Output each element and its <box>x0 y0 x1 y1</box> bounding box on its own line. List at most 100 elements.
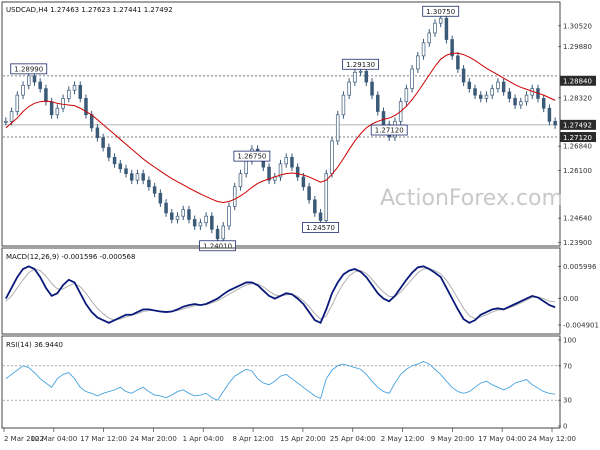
rsi-pane: RSI(14) 36.9440 100 70 30 0 <box>1 335 576 431</box>
candle-body <box>204 215 208 224</box>
candle-body <box>295 166 300 178</box>
y-tick-label: 70 <box>563 362 572 370</box>
annotation-box <box>10 63 48 75</box>
price-tag-box <box>560 119 596 130</box>
annotation-label: 1.28990 <box>14 65 43 73</box>
macd-main-line <box>5 265 556 325</box>
price-tags: 1.28840 1.27492 1.27120 <box>560 75 596 143</box>
candle-body <box>187 209 191 220</box>
candle-body <box>118 163 123 170</box>
price-moving-average <box>5 52 556 203</box>
x-tick-label: 9 May 20:00 <box>431 435 475 443</box>
candle-body <box>370 81 374 96</box>
y-tick-label: 1.23900 <box>563 239 592 247</box>
moving-average-line <box>5 52 556 203</box>
x-tick-label: 2 May 12:00 <box>381 435 425 443</box>
y-tick-label: 0.005996 <box>563 263 597 271</box>
candle-body <box>78 84 82 99</box>
candle-body <box>330 140 334 175</box>
candle-body <box>284 156 288 165</box>
candle-body <box>135 173 140 181</box>
candle-body <box>164 202 168 214</box>
candle-body <box>438 17 443 24</box>
candle-body <box>496 81 500 89</box>
price-tag-label: 1.27120 <box>563 134 592 142</box>
rsi-title: RSI(14) 36.9440 <box>6 341 63 349</box>
rsi-y-axis: 100 70 30 0 <box>558 337 576 431</box>
candle-body <box>335 114 340 142</box>
annotation-box <box>370 124 408 136</box>
candle-body <box>21 84 25 96</box>
y-tick-label: 0.00 <box>563 295 579 303</box>
candle-body <box>107 147 111 158</box>
y-tick-label: 1.26100 <box>563 167 592 175</box>
candle-body <box>89 114 94 129</box>
candle-body <box>84 98 88 116</box>
candle-body <box>278 163 283 178</box>
candle-body <box>381 111 386 125</box>
candle-body <box>416 55 420 70</box>
annotation-box <box>302 222 339 233</box>
price-pane: USDCAD,H4 1.27463 1.27623 1.27441 1.2749… <box>1 1 596 252</box>
candle-body <box>221 225 226 240</box>
price-title: USDCAD,H4 1.27463 1.27623 1.27441 1.2749… <box>6 6 173 14</box>
candle-body <box>307 186 311 201</box>
macd-lines <box>5 265 556 325</box>
candle-body <box>421 42 426 57</box>
candle-body <box>290 156 294 168</box>
candle-body <box>124 168 128 175</box>
x-tick-label: 1 Apr 04:00 <box>183 435 224 443</box>
candle-body <box>553 120 557 126</box>
candle-body <box>67 89 71 99</box>
x-tick-label: 24 Mar 20:00 <box>130 435 177 443</box>
candle-body <box>364 70 369 83</box>
candle-body <box>101 137 105 148</box>
price-tag-box <box>560 132 596 143</box>
candle-body <box>376 94 380 112</box>
y-tick-label: 1.28320 <box>563 94 592 102</box>
candle-body <box>301 176 306 188</box>
candle-body <box>147 179 151 188</box>
candle-body <box>547 107 552 122</box>
candle-body <box>353 71 357 83</box>
y-tick-label: 0 <box>563 423 567 431</box>
candle-body <box>313 199 317 214</box>
annotation-label: 1.24010 <box>203 242 232 250</box>
annotation-label: 1.26750 <box>237 153 266 161</box>
candle-body <box>484 94 489 99</box>
y-tick-label: -0.004901 <box>563 322 599 330</box>
candle-body <box>410 68 414 89</box>
candle-body <box>541 98 546 109</box>
candle-body <box>341 94 346 116</box>
candle-body <box>358 70 363 73</box>
candle-body <box>519 101 523 106</box>
x-tick-label: 8 Apr 12:00 <box>232 435 273 443</box>
candle-body <box>267 166 271 181</box>
candle-body <box>513 98 517 106</box>
x-tick-label: 17 Mar 12:00 <box>80 435 127 443</box>
x-tick-label: 10 Mar 04:00 <box>30 435 77 443</box>
annotation-label: 1.29130 <box>346 61 375 69</box>
candle-body <box>467 81 472 89</box>
annotation-label: 1.24570 <box>306 224 335 232</box>
candle-body <box>141 173 145 181</box>
watermark: ActionForex.com <box>380 186 563 211</box>
annotation-box <box>233 150 271 162</box>
candle-body <box>170 212 174 220</box>
candle-body <box>44 88 48 103</box>
rsi-pane-frame <box>1 335 561 429</box>
price-y-axis: 1.30520 1.29880 1.28320 1.26840 1.26100 1.246… <box>558 22 592 247</box>
candle-body <box>244 160 248 175</box>
candle-body <box>152 186 157 194</box>
rsi-levels <box>3 365 558 401</box>
candle-body <box>158 192 163 204</box>
candle-body <box>55 107 60 116</box>
candle-body <box>61 98 65 109</box>
annotation-box <box>199 240 236 252</box>
x-tick-label: 2 Mar 2022 <box>4 435 44 443</box>
candle-body <box>15 94 20 112</box>
rsi-lines <box>5 361 556 401</box>
macd-title: MACD(12,26,9) -0.001596 -0.000568 <box>6 253 135 261</box>
